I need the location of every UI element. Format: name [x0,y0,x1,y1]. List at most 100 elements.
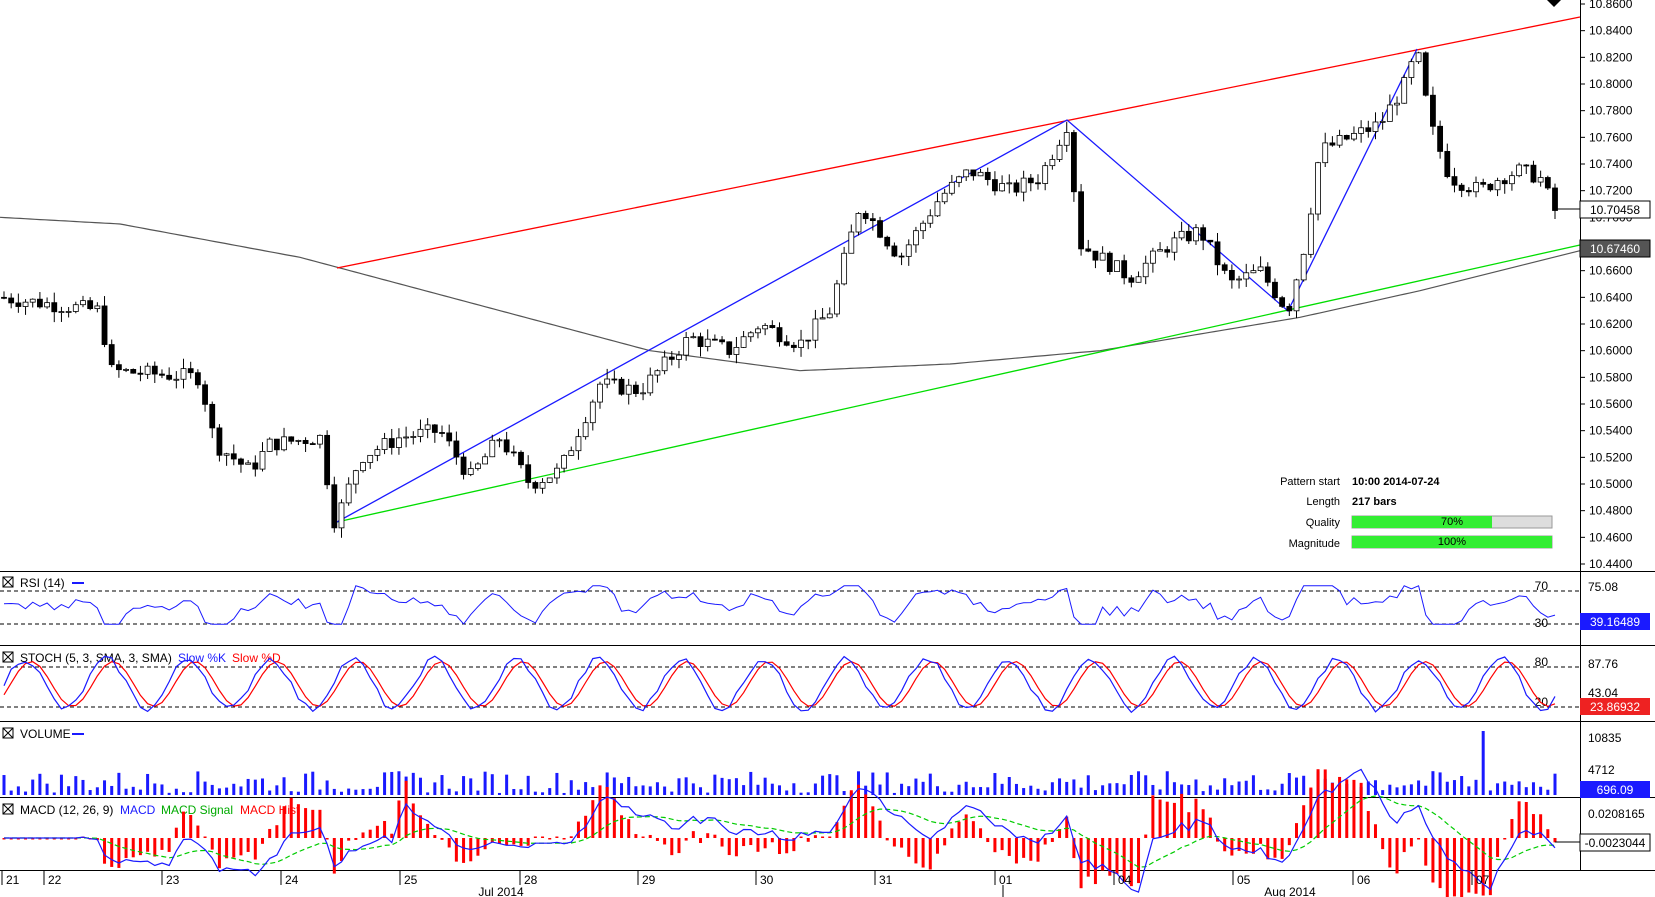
volume-bar [1050,782,1054,795]
volume-bar [447,788,451,795]
candle-body [338,502,345,529]
candle-body [1401,77,1408,104]
scroll-marker-icon[interactable] [1547,0,1561,7]
day-label: 30 [760,873,774,887]
volume-bar [454,791,458,795]
volume-close-icon[interactable] [2,727,14,739]
macd-hist-bar [612,798,616,838]
candle-body [1142,262,1149,278]
stoch-close-icon[interactable] [2,651,14,663]
candle-body [711,338,718,341]
ma-price-tag: 10.67460 [1579,239,1651,258]
macd-hist-bar [935,838,939,854]
macd-hist-bar [1417,838,1421,840]
macd-hist-bar [541,836,545,838]
volume-bar [770,783,774,795]
macd-hist-bar [476,838,480,856]
candle-body [273,438,280,451]
volume-bar [778,785,781,795]
candle-body [525,464,532,483]
macd-hist-bar [103,838,107,864]
macd-hist-bar [24,838,28,840]
macd-hist-bar [383,820,387,838]
macd-hist-bar [368,829,372,838]
pattern-info-box: Pattern start 10:00 2014-07-24 Length 21… [1280,476,1553,550]
volume-bar [174,788,178,795]
volume-bar [1381,790,1385,795]
price-tick-label: 10.7800 [1589,104,1633,118]
volume-bar [526,775,530,795]
volume-bar [189,792,193,795]
macd-hist-bar [1201,809,1205,838]
macd-hist-bar [864,794,868,838]
macd-hist-bar [1036,838,1040,862]
macd-hist-bar [785,838,789,854]
candle-body [381,438,388,451]
day-label: 04 [1118,873,1132,887]
volume-bar [1452,780,1456,795]
macd-hist-bar [1287,838,1291,846]
candle-body [166,374,173,380]
volume-bar [1474,779,1478,795]
candle-body [245,462,252,465]
volume-bar [677,778,681,795]
candle-body [230,453,237,460]
volume-bar [519,789,523,795]
panel-frames [0,0,1655,871]
macd-hist-bar [921,838,925,868]
macd-hist-bar [734,838,738,857]
volume-bar [1208,785,1212,795]
macd-hist-bar [1438,838,1442,889]
ma-price-label: 10.67460 [1590,242,1640,256]
candle-body [1465,190,1472,193]
volume-bar [555,772,559,795]
volume-bar [289,791,293,795]
macd-hist-bar [1338,776,1342,838]
rsi-close-cross [2,576,14,588]
volume-bar [892,792,896,795]
volume-bar [1180,784,1184,795]
volume-bar [38,773,42,795]
candle-body [503,439,510,453]
volume-scale-mid: 4712 [1588,763,1615,777]
volume-bar [497,792,501,795]
volume-bar [45,783,49,795]
rsi-close-icon[interactable] [2,576,14,588]
candle-body [963,169,970,178]
macd-hist-bar [304,808,308,838]
candle-body [762,325,769,330]
macd-hist-bar [1172,802,1176,838]
macd-close-icon[interactable] [2,803,14,815]
macd-hist-bar [878,820,882,838]
candle-body [776,327,783,343]
macd-hist-bar [620,815,624,838]
volume-bar [95,787,99,795]
volume-bar [971,787,975,795]
volume-value-tag [1580,781,1650,798]
candle-body [1243,272,1250,280]
macd-close-cross [2,803,14,815]
candle-body [475,463,481,469]
candle-body [999,183,1005,192]
candle-body [510,451,517,454]
candle-body [1343,135,1350,140]
volume-bar [318,789,322,795]
day-label: 05 [1237,873,1251,887]
volume-bar [1072,779,1076,795]
volume-bar [1517,781,1521,795]
candle-body [1422,52,1429,96]
macd-hist-bar [684,838,688,841]
candle-body [403,436,410,439]
candle-body [1121,260,1128,279]
candle-body [654,370,661,376]
macd-hist-bar [1517,801,1521,838]
macd-hist-bar [246,838,250,852]
candle-body [920,222,927,232]
macd-hist-bar [462,838,466,863]
candle-body [1501,180,1508,185]
candle-body [424,424,431,430]
macd-hist-bar [182,811,186,838]
macd-hist-bar [979,828,983,838]
macd-hist-bar [1409,838,1413,847]
